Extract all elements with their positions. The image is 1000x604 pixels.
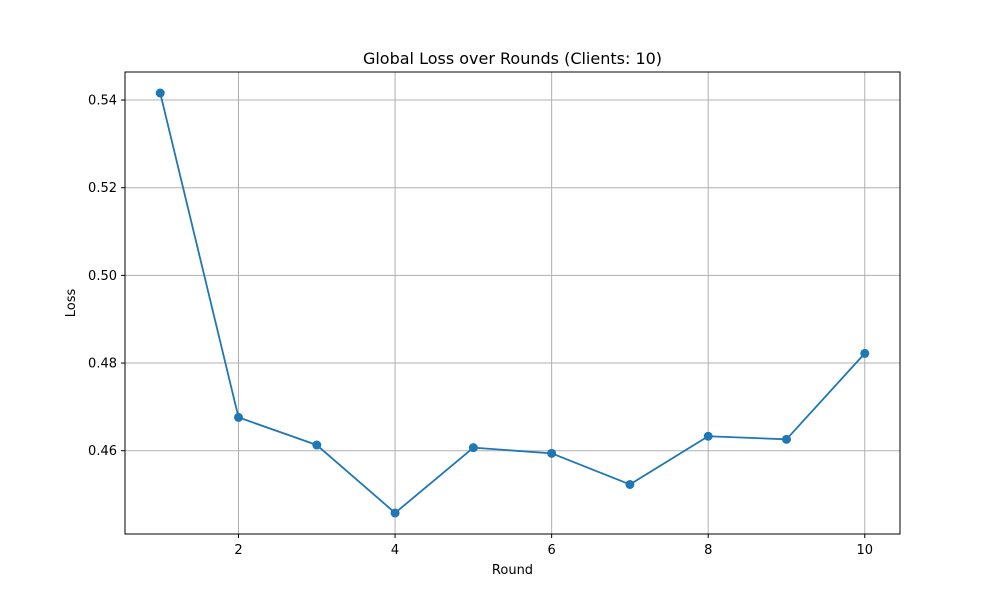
x-tick-label: 6 [548, 543, 556, 558]
data-point-marker [860, 348, 870, 358]
axes-frame [124, 71, 901, 535]
chart-title: Global Loss over Rounds (Clients: 10) [363, 49, 662, 68]
x-tick-label: 4 [391, 543, 399, 558]
data-point-marker [390, 508, 400, 518]
data-point-marker [468, 443, 478, 453]
data-point-marker [625, 479, 635, 489]
x-tick-label: 2 [234, 543, 242, 558]
y-axis-label: Loss [64, 289, 79, 318]
y-tick-label: 0.48 [88, 357, 117, 372]
x-axis-label: Round [492, 563, 533, 578]
y-tick-label: 0.54 [88, 94, 117, 109]
y-tick-label: 0.50 [88, 269, 117, 284]
series-line [159, 92, 866, 514]
x-axis-ticks: 2 4 6 8 10 [234, 534, 873, 558]
data-point-marker [312, 440, 322, 450]
y-tick-label: 0.46 [88, 444, 117, 459]
y-tick-label: 0.52 [88, 181, 117, 196]
data-point-marker [234, 412, 244, 422]
data-point-marker [547, 448, 557, 458]
x-tick-label: 10 [856, 543, 873, 558]
x-tick-label: 8 [704, 543, 712, 558]
data-point-marker [703, 431, 713, 441]
data-point-marker [155, 88, 165, 98]
data-point-marker [781, 434, 791, 444]
series-layer [155, 88, 870, 518]
y-axis-ticks: 0.46 0.48 0.50 0.52 0.54 [88, 94, 125, 459]
